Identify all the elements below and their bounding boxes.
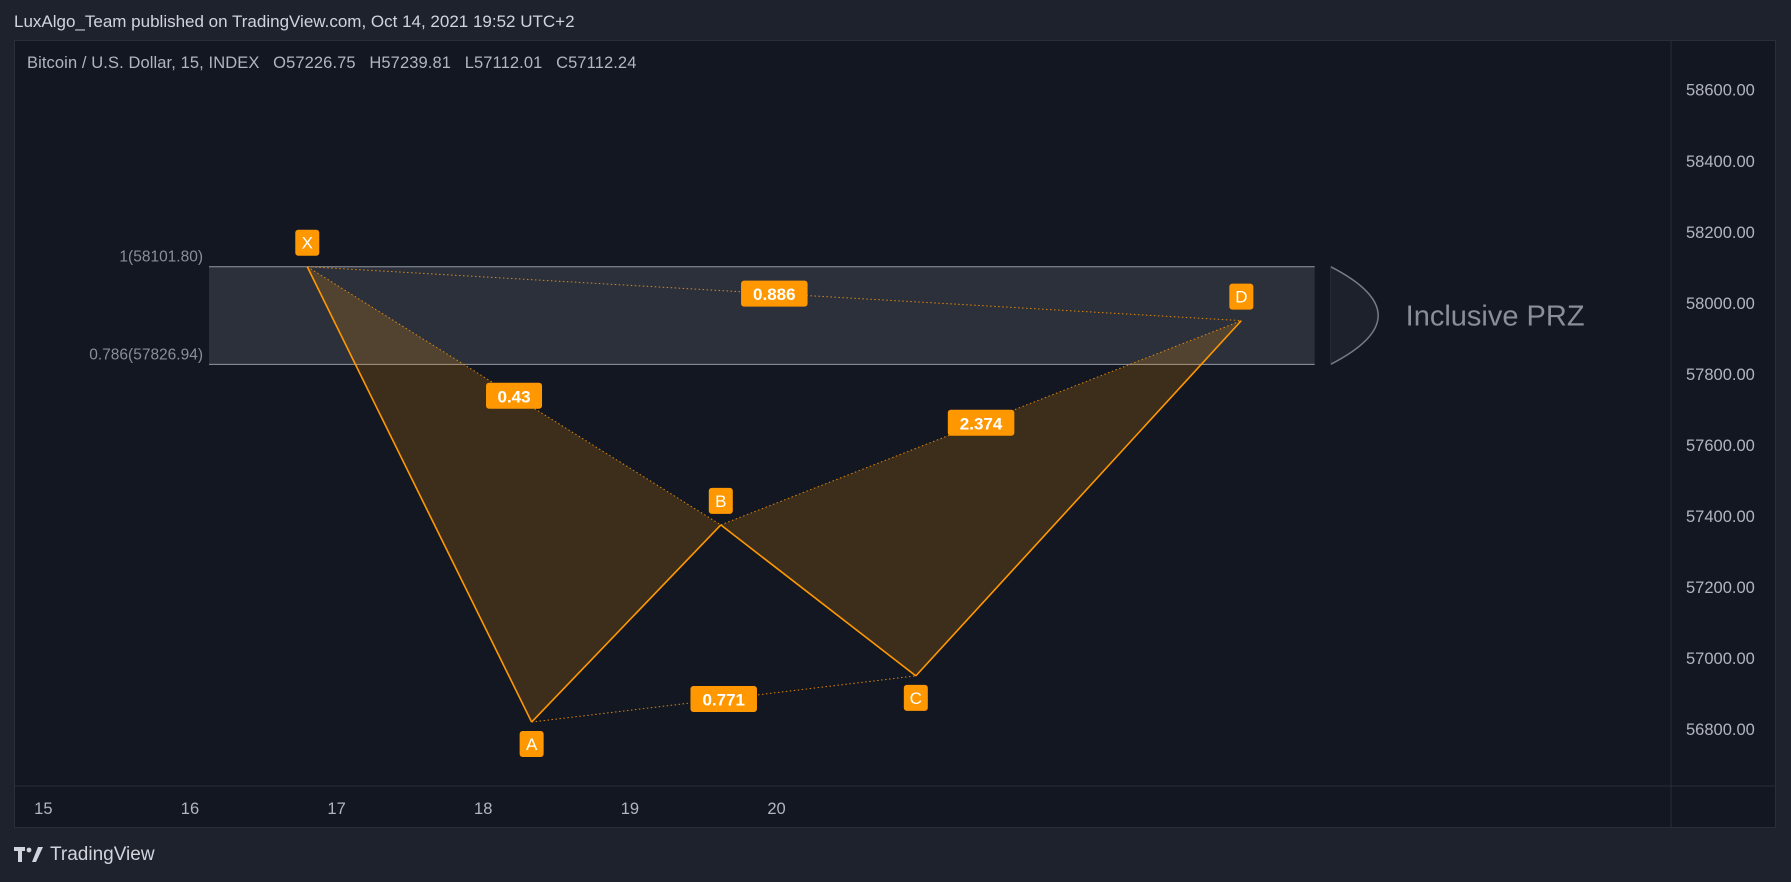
ratio-label: 0.771 <box>702 690 745 709</box>
price-tick-label: 58200.00 <box>1686 224 1755 242</box>
price-tick-label: 57200.00 <box>1686 579 1755 597</box>
ratio-label-box[interactable] <box>486 382 543 409</box>
close-value: C57112.24 <box>556 54 637 72</box>
point-label-a: A <box>526 735 538 754</box>
triangle-xab <box>307 266 721 723</box>
ratio-label-box[interactable] <box>690 685 757 712</box>
prz-bracket <box>1330 266 1379 366</box>
ratio-label: 0.886 <box>753 285 796 304</box>
low-value: L57112.01 <box>464 54 543 72</box>
ratio-label: 2.374 <box>960 414 1003 433</box>
time-tick-label: 17 <box>327 800 345 818</box>
ratio-label-box[interactable] <box>741 280 808 307</box>
price-tick-label: 57400.00 <box>1686 508 1755 526</box>
high-value: H57239.81 <box>369 54 452 72</box>
price-tick-label: 57800.00 <box>1686 366 1755 384</box>
point-label-box-x[interactable] <box>295 229 320 256</box>
point-label-d: D <box>1235 288 1247 307</box>
price-tick-label: 57600.00 <box>1686 437 1755 455</box>
leg-cd <box>915 320 1242 677</box>
leg-bc <box>720 524 917 677</box>
point-label-box-a[interactable] <box>519 731 544 758</box>
price-tick-label: 58000.00 <box>1686 295 1755 313</box>
prz-label: Inclusive PRZ <box>1406 301 1585 333</box>
point-label-box-d[interactable] <box>1229 283 1254 310</box>
point-label-box-b[interactable] <box>708 487 733 514</box>
time-tick-label: 20 <box>767 800 785 818</box>
ratio-label: 0.43 <box>497 387 530 406</box>
prz-bottom-label: 0.786(57826.94) <box>89 346 203 363</box>
prz-top-label: 1(58101.80) <box>119 249 203 266</box>
open-value: O57226.75 <box>273 54 356 72</box>
point-label-box-c[interactable] <box>903 684 928 711</box>
time-tick-label: 15 <box>34 800 52 818</box>
ratio-label-box[interactable] <box>947 409 1015 436</box>
ratio-line-xb <box>307 266 722 526</box>
leg-xa <box>306 266 533 723</box>
tradingview-brand: TradingView <box>50 844 155 865</box>
tradingview-footer[interactable]: TradingView <box>14 844 155 866</box>
triangle-bcd <box>720 320 1242 676</box>
ratio-line-bd <box>720 320 1242 526</box>
leg-ab <box>531 524 722 723</box>
price-tick-label: 56800.00 <box>1686 721 1755 739</box>
time-tick-label: 19 <box>621 800 639 818</box>
time-tick-label: 18 <box>474 800 492 818</box>
symbol-legend: Bitcoin / U.S. Dollar, 15, INDEX O57226.… <box>27 54 646 73</box>
price-tick-label: 58600.00 <box>1686 82 1755 100</box>
price-tick-label: 57000.00 <box>1686 650 1755 668</box>
time-tick-label: 16 <box>181 800 199 818</box>
publisher-line: LuxAlgo_Team published on TradingView.co… <box>14 12 575 31</box>
point-label-c: C <box>910 689 922 708</box>
tradingview-logo-icon <box>14 847 43 862</box>
point-label-x: X <box>302 234 313 253</box>
chart-frame[interactable] <box>14 40 1776 828</box>
price-tick-label: 58400.00 <box>1686 153 1755 171</box>
symbol-name: Bitcoin / U.S. Dollar, 15, INDEX <box>27 54 260 72</box>
point-label-b: B <box>715 492 726 511</box>
